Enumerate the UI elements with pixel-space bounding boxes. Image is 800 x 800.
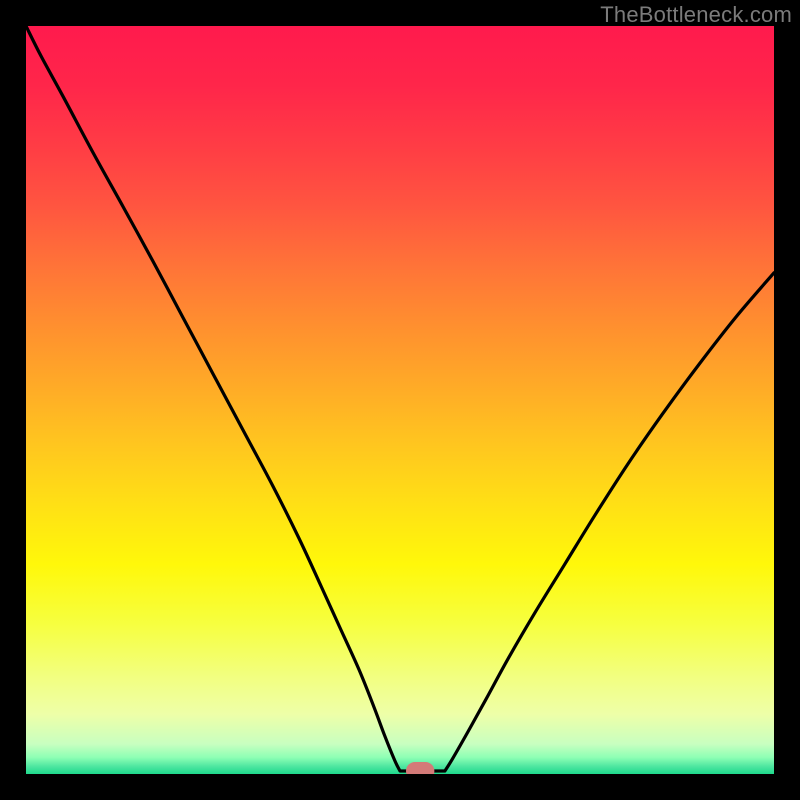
sweet-spot-marker [406,762,434,774]
chart-svg [26,26,774,774]
chart-frame: { "watermark": "TheBottleneck.com", "cha… [0,0,800,800]
gradient-background [26,26,774,774]
bottleneck-chart [26,26,774,774]
watermark-text: TheBottleneck.com [600,2,792,28]
